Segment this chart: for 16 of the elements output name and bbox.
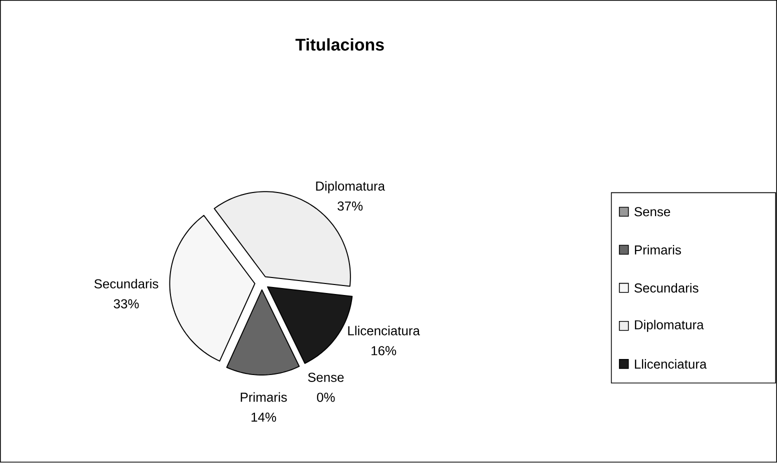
text: 0% bbox=[317, 392, 335, 402]
slice-label: Llicenciatura bbox=[348, 326, 420, 336]
legend-label: Diplomatura bbox=[634, 320, 704, 332]
slice-label: Primaris bbox=[240, 392, 287, 402]
chart-title: Titulacions bbox=[296, 38, 384, 51]
category-label: Sense bbox=[308, 373, 344, 382]
legend-label: Sense bbox=[634, 207, 670, 217]
data-label: 16% bbox=[372, 346, 396, 356]
legend-label: Secundaris bbox=[634, 283, 698, 293]
legend-label: Llicenciatura bbox=[634, 359, 707, 369]
data-label: 37% bbox=[338, 202, 363, 211]
data-label: 33% bbox=[114, 299, 139, 309]
data-label: 14% bbox=[252, 412, 276, 422]
slice-label: Diplomatura bbox=[316, 181, 386, 194]
legend-label: Primaris bbox=[634, 245, 681, 255]
slice-label: Secundaris bbox=[94, 279, 158, 289]
